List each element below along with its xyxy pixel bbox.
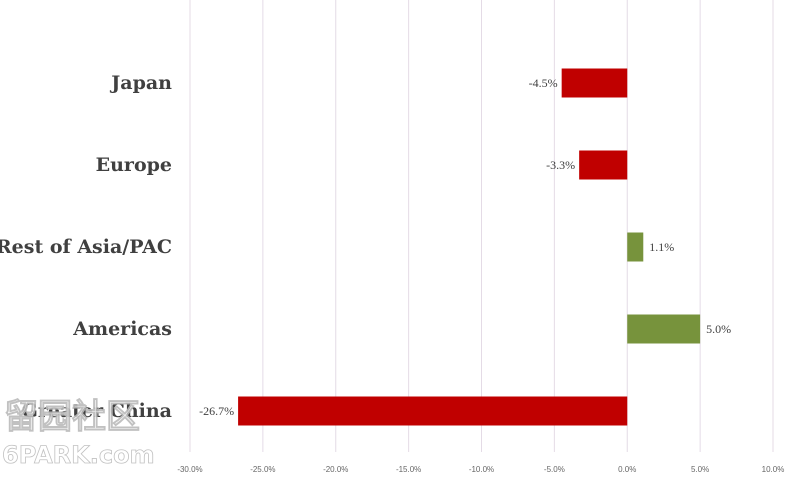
data-label: 5.0% xyxy=(706,322,731,336)
x-tick-label: 0.0% xyxy=(618,465,636,474)
watermark-site: 6PARK.com xyxy=(2,441,155,469)
data-labels: -4.5% -3.3% 1.1% 5.0% -26.7% xyxy=(199,76,731,418)
bar-europe xyxy=(579,150,628,180)
bar-japan xyxy=(561,68,628,98)
bars xyxy=(238,68,701,426)
x-tick-label: 10.0% xyxy=(762,465,785,474)
gridlines xyxy=(189,0,774,452)
x-tick-label: 5.0% xyxy=(691,465,709,474)
category-labels: Japan Europe Rest of Asia/PAC Americas Great… xyxy=(0,72,172,422)
category-label: Americas xyxy=(72,318,172,340)
x-axis-ticks: -30.0% -25.0% -20.0% -15.0% -10.0% -5.0% 0.0% 5… xyxy=(177,465,784,474)
x-tick-label: -10.0% xyxy=(469,465,494,474)
bar-americas xyxy=(627,314,701,344)
category-label: Rest of Asia/PAC xyxy=(0,236,172,258)
bar-greater-china xyxy=(238,396,628,426)
data-label: -3.3% xyxy=(546,158,575,172)
watermark: 留园社区 6PARK.com xyxy=(2,397,155,470)
data-label: 1.1% xyxy=(649,240,674,254)
watermark-cjk: 留园社区 xyxy=(4,397,140,437)
category-label: Europe xyxy=(96,154,172,176)
category-label: Greater China xyxy=(22,400,172,422)
x-tick-label: -25.0% xyxy=(250,465,275,474)
data-label: -4.5% xyxy=(529,76,558,90)
x-tick-label: -30.0% xyxy=(177,465,202,474)
x-tick-label: -15.0% xyxy=(396,465,421,474)
category-label: Japan xyxy=(109,72,172,94)
bar-rest-of-asia-pac xyxy=(627,232,644,262)
x-tick-label: -5.0% xyxy=(544,465,565,474)
x-tick-label: -20.0% xyxy=(323,465,348,474)
data-label: -26.7% xyxy=(199,404,234,418)
